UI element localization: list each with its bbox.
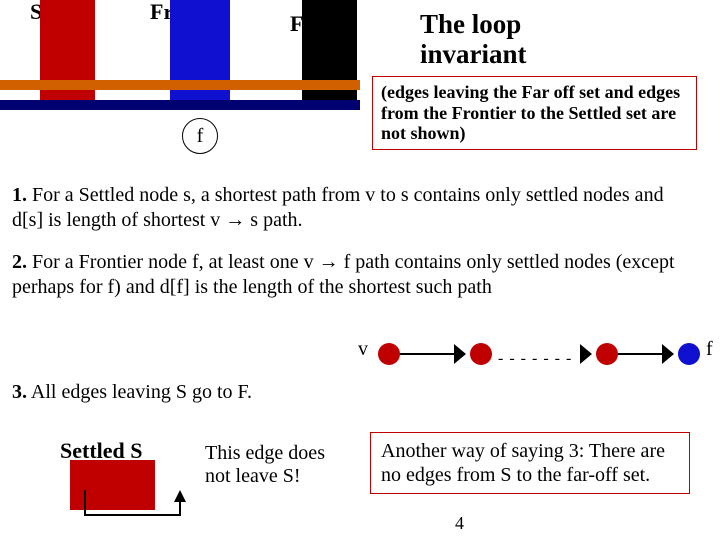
invariant-3: 3. All edges leaving S go to F.	[12, 380, 252, 405]
slide-number: 4	[455, 513, 464, 534]
slide-title-l1: The loop	[420, 10, 527, 40]
invariant-1: 1. For a Settled node s, a shortest path…	[12, 183, 692, 233]
path-diagram: v - - - - - - - f	[358, 338, 712, 368]
path-edge-1	[400, 353, 458, 355]
invariant-1-num: 1.	[12, 184, 27, 206]
arrowhead-3	[662, 342, 676, 366]
path-v-label: v	[358, 338, 368, 361]
path-dashes: - - - - - - -	[498, 350, 572, 368]
arrowhead-2	[580, 342, 594, 366]
bottom-text: This edge does not leave S!	[205, 442, 335, 488]
path-f-label: f	[706, 338, 713, 361]
bar-orange	[0, 80, 360, 90]
bottom-box: Another way of saying 3: There are no ed…	[370, 432, 690, 494]
invariant-1-text: For a Settled node s, a shortest path fr…	[12, 184, 664, 231]
bar-navy	[0, 100, 360, 110]
path-dot-f	[678, 343, 700, 365]
path-dot-2	[470, 343, 492, 365]
f-node-label: f	[197, 125, 204, 148]
bottom-box-text: Another way of saying 3: There are no ed…	[381, 440, 665, 486]
note-text: (edges leaving the Far off set and edges…	[381, 82, 680, 143]
path-dot-1	[378, 343, 400, 365]
arrowhead-1	[454, 342, 468, 366]
invariant-3-num: 3.	[12, 381, 27, 403]
path-edge-2	[618, 353, 666, 355]
slide-title-l2: invariant	[420, 40, 527, 70]
invariant-2-text: For a Frontier node f, at least one v → …	[12, 251, 675, 298]
slide-title: The loop invariant	[420, 10, 527, 69]
f-node: f	[182, 118, 218, 154]
self-edge	[60, 470, 200, 530]
invariant-2: 2. For a Frontier node f, at least one v…	[12, 250, 692, 300]
path-dot-3	[596, 343, 618, 365]
note-box: (edges leaving the Far off set and edges…	[372, 76, 697, 150]
invariant-2-num: 2.	[12, 251, 27, 273]
invariant-3-text: All edges leaving S go to F.	[27, 381, 252, 403]
